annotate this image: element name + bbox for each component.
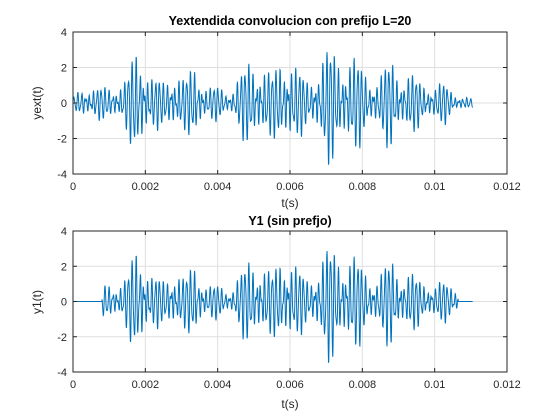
subplot-top-ylabel: yext(t) xyxy=(30,86,44,119)
subplot-bottom-xtick-label: 0.008 xyxy=(349,379,377,391)
subplot-bottom-xtick-label: 0.012 xyxy=(493,379,521,391)
subplot-bottom-signal-line xyxy=(73,250,473,363)
subplot-bottom-xtick-label: 0 xyxy=(70,379,76,391)
subplot-bottom-title: Y1 (sin prefjo) xyxy=(248,214,331,228)
subplot-top-ytick-label: 4 xyxy=(61,27,67,39)
subplot-top: 0 0.002 0.004 0.006 0.008 0.01 0.012 -4 -2 0 2 4 Yex… xyxy=(30,14,521,210)
subplot-bottom-ytick-label: 0 xyxy=(61,297,67,309)
subplot-top-ytick-label: 0 xyxy=(61,98,67,110)
subplot-bottom-xtick-label: 0.004 xyxy=(204,379,232,391)
subplot-top-xlabel: t(s) xyxy=(281,196,298,210)
subplot-top-ytick-label: -4 xyxy=(57,169,67,181)
subplot-top-xtick-label: 0.002 xyxy=(132,181,160,193)
subplot-top-xtick-label: 0.004 xyxy=(204,181,232,193)
subplot-top-title: Yextendida convolucion con prefijo L=20 xyxy=(169,14,412,28)
subplot-top-ytick-label: -2 xyxy=(57,134,67,146)
subplot-top-ytick-label: 2 xyxy=(61,63,67,75)
subplot-bottom-ytick-label: -2 xyxy=(57,332,67,344)
subplot-top-xtick-label: 0 xyxy=(70,181,76,193)
subplot-top-xtick-label: 0.008 xyxy=(349,181,377,193)
subplot-bottom-xtick-label: 0.01 xyxy=(424,379,445,391)
subplot-bottom-xtick-label: 0.002 xyxy=(132,379,160,391)
subplot-bottom-xlabel: t(s) xyxy=(281,397,298,411)
subplot-top-signal-line xyxy=(72,52,473,165)
subplot-bottom: 0 0.002 0.004 0.006 0.008 0.01 0.012 -4 -2 0 2 4 Y1 … xyxy=(30,214,521,411)
subplot-top-xtick-label: 0.01 xyxy=(424,181,445,193)
subplot-bottom-ytick-label: 4 xyxy=(61,226,67,238)
subplot-top-xtick-label: 0.012 xyxy=(493,181,521,193)
subplot-bottom-ytick-label: 2 xyxy=(61,261,67,273)
subplot-bottom-xtick-label: 0.006 xyxy=(276,379,304,391)
subplot-bottom-ylabel: y1(t) xyxy=(30,290,44,314)
subplot-top-xtick-label: 0.006 xyxy=(276,181,304,193)
subplot-bottom-ytick-label: -4 xyxy=(57,367,67,379)
